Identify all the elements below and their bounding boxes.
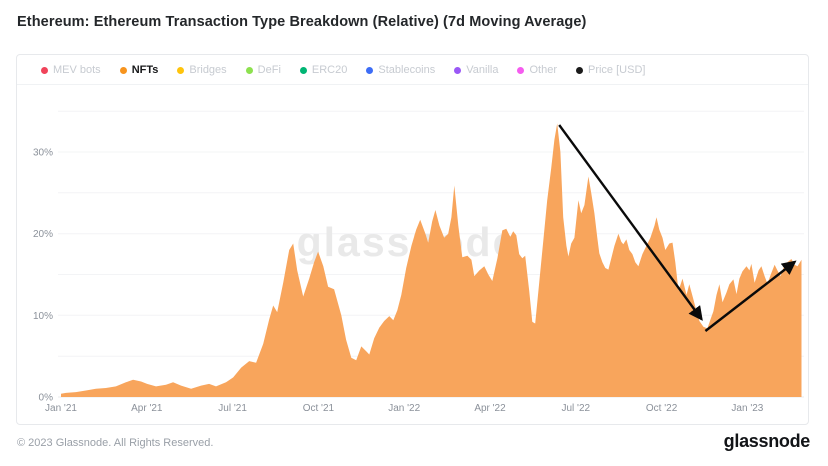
glassnode-logo: glassnode (723, 431, 811, 451)
legend-item-erc20[interactable]: ERC20 (299, 64, 348, 76)
legend-item-stablecoins[interactable]: Stablecoins (366, 64, 435, 76)
legend-item-label: Price [USD] (587, 64, 646, 76)
legend-dot-icon (454, 66, 462, 74)
legend-item-defi[interactable]: DeFi (245, 64, 281, 76)
legend-dot-icon (575, 66, 583, 74)
nfts-area-chart[interactable]: glassnode 0% 10% 20% 30% Jan '21 Apr '21 Jul '2… (17, 84, 808, 424)
legend-item-price-usd[interactable]: Price [USD] (575, 64, 646, 76)
svg-text:Jul '21: Jul '21 (218, 403, 247, 414)
legend-dot-icon (517, 66, 525, 74)
legend-dot-icon (177, 66, 185, 74)
y-axis-labels: 0% 10% 20% 30% (33, 148, 53, 404)
legend-item-label: DeFi (257, 64, 281, 76)
annotation-arrow-down (558, 124, 703, 321)
legend-item-vanilla[interactable]: Vanilla (454, 64, 498, 76)
svg-text:Oct '22: Oct '22 (646, 403, 678, 414)
chart-legend: MEV bots NFTs Bridges DeFi ERC20 Stablecoins V… (17, 55, 808, 85)
legend-dot-icon (366, 66, 374, 74)
legend-item-other[interactable]: Other (517, 64, 557, 76)
annotation-arrow-up (704, 260, 797, 332)
svg-text:Jan '23: Jan '23 (731, 403, 763, 414)
svg-text:Oct '21: Oct '21 (303, 403, 335, 414)
legend-dot-icon (299, 66, 307, 74)
svg-text:Apr '21: Apr '21 (131, 403, 163, 414)
glassnode-watermark: glassnode (297, 219, 518, 265)
copyright-text: © 2023 Glassnode. All Rights Reserved. (17, 437, 214, 449)
legend-item-label: ERC20 (311, 64, 348, 76)
legend-item-nfts[interactable]: NFTs (119, 64, 159, 76)
legend-dot-icon (119, 66, 127, 74)
legend-item-label: NFTs (131, 64, 159, 76)
svg-text:Jan '21: Jan '21 (45, 403, 77, 414)
area-series-nfts (61, 123, 802, 398)
legend-item-mev-bots[interactable]: MEV bots (41, 64, 101, 76)
svg-text:20%: 20% (33, 229, 53, 240)
svg-text:Jan '22: Jan '22 (388, 403, 420, 414)
legend-item-label: Vanilla (466, 64, 499, 76)
x-axis-labels: Jan '21 Apr '21 Jul '21 Oct '21 Jan '22 Apr '… (45, 403, 764, 414)
legend-dot-icon (245, 66, 253, 74)
svg-text:Jul '22: Jul '22 (562, 403, 591, 414)
svg-text:10%: 10% (33, 311, 53, 322)
legend-dot-icon (41, 66, 48, 74)
chart-plot-area[interactable]: glassnode 0% 10% 20% 30% Jan '21 Apr '21 Jul '2… (17, 84, 808, 424)
page-title: Ethereum: Ethereum Transaction Type Brea… (17, 14, 587, 30)
svg-text:30%: 30% (33, 148, 53, 159)
legend-item-label: Bridges (189, 64, 227, 76)
svg-text:0%: 0% (39, 393, 54, 404)
svg-text:Apr '22: Apr '22 (474, 403, 506, 414)
legend-item-label: MEV bots (53, 64, 101, 76)
chart-card: MEV bots NFTs Bridges DeFi ERC20 Stablecoins V… (16, 54, 809, 425)
legend-item-bridges[interactable]: Bridges (177, 64, 227, 76)
legend-item-label: Stablecoins (378, 64, 436, 76)
legend-item-label: Other (529, 64, 557, 76)
